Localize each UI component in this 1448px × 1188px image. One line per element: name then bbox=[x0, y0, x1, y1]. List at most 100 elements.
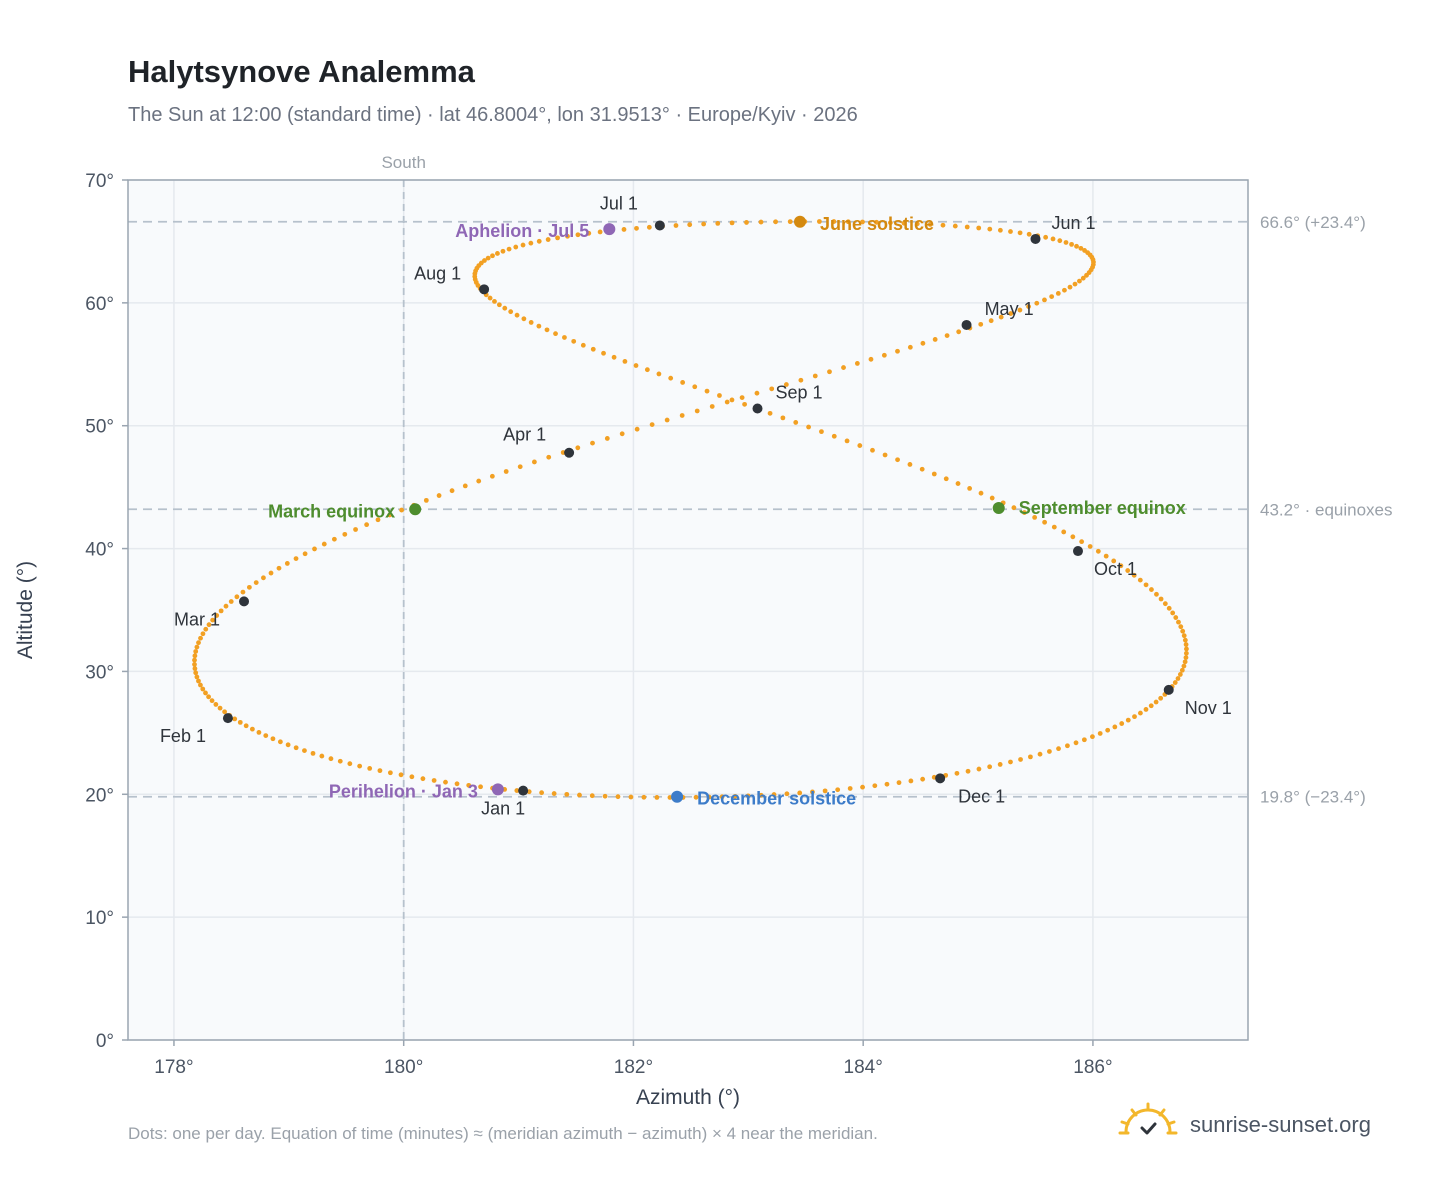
daily-dot bbox=[649, 422, 655, 427]
daily-dot bbox=[454, 781, 460, 787]
daily-dot bbox=[745, 793, 751, 799]
daily-dot bbox=[634, 426, 640, 432]
daily-dot bbox=[798, 377, 804, 383]
daily-dot bbox=[1154, 591, 1159, 597]
x-tick-label: 178° bbox=[154, 1057, 193, 1078]
sun-icon bbox=[1118, 1102, 1178, 1135]
daily-dot bbox=[895, 348, 900, 354]
daily-dot bbox=[844, 438, 850, 444]
daily-dot bbox=[449, 488, 455, 494]
daily-dot bbox=[1172, 680, 1178, 685]
daily-dot bbox=[597, 229, 603, 235]
daily-dot bbox=[277, 739, 283, 745]
daily-dot bbox=[586, 230, 592, 236]
axes: 178° 180° 182° 184° 186° 0° 10° 20° 30° 40° 50° 60°… bbox=[85, 171, 1112, 1078]
daily-dot bbox=[528, 320, 534, 325]
daily-dot bbox=[536, 238, 542, 244]
daily-dot bbox=[1049, 294, 1055, 300]
daily-dot bbox=[508, 309, 514, 315]
event-marker bbox=[491, 783, 504, 796]
month-marker-label: Sep 1 bbox=[775, 383, 822, 403]
daily-dot bbox=[564, 791, 570, 797]
reference-line-label: 19.8° (−23.4°) bbox=[1260, 788, 1366, 807]
daily-dot bbox=[1143, 707, 1149, 712]
daily-dot bbox=[502, 305, 508, 311]
daily-dot bbox=[758, 792, 764, 798]
brand-logo[interactable]: sunrise-sunset.org bbox=[1118, 1100, 1388, 1150]
reference-line-label: 66.6° (+23.4°) bbox=[1260, 213, 1366, 232]
daily-dot bbox=[1148, 703, 1154, 709]
daily-dot bbox=[192, 661, 197, 667]
daily-dot bbox=[771, 792, 777, 797]
daily-dot bbox=[1011, 505, 1017, 511]
daily-dot bbox=[1181, 633, 1187, 639]
daily-dot bbox=[1173, 615, 1179, 620]
month-marker bbox=[654, 220, 665, 231]
daily-dot bbox=[1069, 241, 1074, 247]
reference-lines: South 66.6° (+23.4°) 43.2° · equinoxes 19.8… bbox=[128, 153, 1393, 1040]
daily-dot bbox=[693, 794, 699, 800]
month-marker-label: Apr 1 bbox=[503, 425, 546, 445]
daily-dot bbox=[810, 789, 815, 795]
daily-dot bbox=[621, 227, 627, 232]
daily-dot bbox=[1026, 231, 1032, 237]
daily-dot bbox=[466, 782, 472, 788]
daily-dot bbox=[377, 768, 383, 774]
x-tick-label: 182° bbox=[614, 1057, 653, 1078]
daily-dot bbox=[192, 666, 198, 672]
daily-dot bbox=[321, 541, 327, 547]
daily-dot bbox=[536, 323, 542, 329]
daily-dot bbox=[1175, 676, 1181, 681]
event-marker bbox=[671, 790, 684, 803]
daily-dot bbox=[312, 546, 317, 552]
marker-labels: Jan 1 Feb 1 Mar 1 Apr 1 May 1 Jun 1 Jul 1 Aug 1… bbox=[160, 193, 1232, 818]
daily-dot bbox=[1079, 539, 1085, 545]
daily-dot bbox=[773, 219, 779, 225]
daily-dot bbox=[601, 350, 606, 356]
brand-name[interactable]: sunrise-sunset.org bbox=[1190, 1112, 1371, 1137]
daily-dot bbox=[302, 748, 307, 753]
month-marker-label: Jan 1 bbox=[481, 799, 525, 819]
y-tick-label: 10° bbox=[85, 908, 114, 929]
daily-dot bbox=[513, 244, 519, 250]
daily-dot bbox=[196, 640, 201, 646]
daily-dot bbox=[337, 758, 343, 764]
month-marker-label: Jul 1 bbox=[600, 193, 638, 213]
month-marker bbox=[222, 713, 233, 724]
daily-dot bbox=[882, 452, 888, 458]
daily-dot bbox=[213, 702, 219, 707]
daily-dot bbox=[234, 594, 240, 600]
daily-dot bbox=[284, 561, 290, 566]
daily-dot bbox=[276, 565, 282, 571]
daily-dot bbox=[1061, 529, 1067, 535]
daily-dot bbox=[545, 237, 551, 242]
footnote: Dots: one per day. Equation of time (min… bbox=[128, 1124, 878, 1143]
month-marker-label: Nov 1 bbox=[1185, 698, 1232, 718]
daily-dot bbox=[1017, 307, 1023, 313]
daily-dot bbox=[285, 742, 291, 748]
daily-dot bbox=[589, 793, 595, 799]
daily-dot bbox=[1166, 605, 1172, 611]
y-tick-label: 0° bbox=[96, 1031, 114, 1052]
daily-dot bbox=[987, 226, 993, 232]
y-axis-label: Altitude (°) bbox=[14, 561, 37, 659]
daily-dot bbox=[1008, 311, 1014, 316]
daily-dot bbox=[531, 459, 537, 465]
month-marker bbox=[239, 596, 250, 607]
daily-dot bbox=[668, 375, 674, 381]
daily-dot bbox=[553, 331, 558, 337]
daily-dot bbox=[1073, 740, 1079, 746]
daily-dot bbox=[256, 730, 262, 735]
daily-dot bbox=[769, 386, 775, 392]
daily-dot bbox=[1143, 582, 1149, 588]
daily-dot bbox=[1183, 642, 1189, 647]
event-label: Perihelion · Jan 3 bbox=[329, 781, 478, 801]
daily-dot bbox=[492, 298, 497, 304]
daily-dot bbox=[907, 344, 913, 350]
daily-dot bbox=[633, 363, 639, 368]
daily-dot bbox=[1179, 667, 1185, 673]
daily-dot bbox=[704, 388, 710, 394]
daily-dot bbox=[193, 649, 199, 654]
daily-dot bbox=[1034, 300, 1040, 306]
daily-dot bbox=[342, 531, 348, 537]
